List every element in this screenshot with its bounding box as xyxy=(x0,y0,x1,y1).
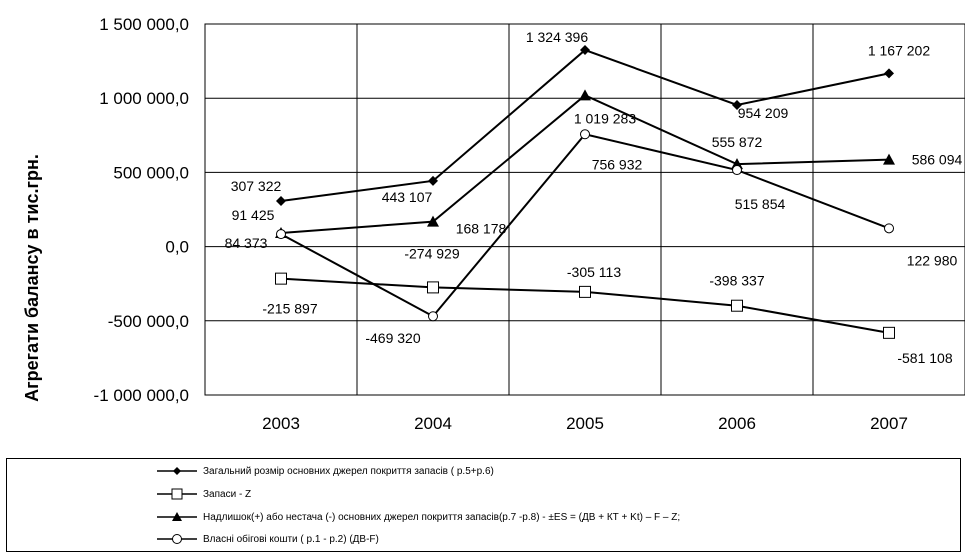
data-label: 555 872 xyxy=(712,134,763,150)
data-label: -274 929 xyxy=(404,245,459,261)
data-label: 586 094 xyxy=(912,152,963,168)
data-label: 1 019 283 xyxy=(574,110,636,126)
point-triangle xyxy=(579,89,591,101)
legend-label: Запаси - Z xyxy=(203,488,252,500)
legend-marker-open-square xyxy=(157,488,197,500)
data-label: 443 107 xyxy=(382,189,433,205)
data-label: 91 425 xyxy=(232,207,275,223)
data-label: -581 108 xyxy=(897,350,952,366)
point-diamond xyxy=(580,45,590,56)
legend-item-inventories: Запаси - Z xyxy=(157,484,251,504)
y-tick-label: 500 000,0 xyxy=(113,163,189,182)
x-tick-label: 2007 xyxy=(870,414,908,433)
point-triangle xyxy=(883,153,895,165)
point-square xyxy=(427,281,439,294)
y-tick-label: -500 000,0 xyxy=(108,312,189,331)
legend-item-surplus-deficit: Надлишок(+) або нестача (-) основних дже… xyxy=(157,507,680,527)
point-diamond xyxy=(732,99,742,110)
grid xyxy=(204,23,965,396)
data-label: 122 980 xyxy=(907,252,958,268)
point-triangle xyxy=(427,215,439,227)
point-circle xyxy=(732,165,742,176)
data-label: 168 178 xyxy=(456,221,507,237)
point-square xyxy=(731,299,743,312)
legend-marker-filled-diamond xyxy=(157,467,197,475)
data-label: 84 373 xyxy=(225,235,268,251)
point-circle xyxy=(428,311,438,322)
legend: Загальний розмір основних джерел покритт… xyxy=(6,458,961,552)
data-label: 515 854 xyxy=(735,196,786,212)
data-label: -398 337 xyxy=(709,273,764,289)
data-label: 954 209 xyxy=(738,105,789,121)
y-axis-ticks: 1 500 000,0 1 000 000,0 500 000,0 0,0 -500 0… xyxy=(94,15,189,405)
legend-label: Власні обігові кошти ( р.1 - р.2) (ДВ-F) xyxy=(203,533,379,545)
point-circle xyxy=(276,229,286,240)
legend-label: Загальний розмір основних джерел покритт… xyxy=(203,465,494,477)
point-diamond xyxy=(884,68,894,79)
series-group xyxy=(275,45,895,339)
point-square xyxy=(883,326,895,339)
plot-area xyxy=(204,23,965,396)
point-square xyxy=(275,272,287,285)
x-tick-label: 2004 xyxy=(414,414,452,433)
data-label: -305 113 xyxy=(567,264,621,280)
y-tick-label: 1 500 000,0 xyxy=(99,15,189,34)
data-label: -469 320 xyxy=(365,330,420,346)
data-label: 307 322 xyxy=(231,178,282,194)
data-label: 1 324 396 xyxy=(526,29,588,45)
legend-item-working-capital: Власні обігові кошти ( р.1 - р.2) (ДВ-F) xyxy=(157,529,379,549)
data-label: -215 897 xyxy=(262,301,317,317)
data-labels: 307 322 443 107 1 324 396 954 209 1 167 202 -… xyxy=(225,29,963,366)
legend-item-total-sources: Загальний розмір основних джерел покритт… xyxy=(157,461,494,481)
legend-label: Надлишок(+) або нестача (-) основних дже… xyxy=(203,511,681,523)
legend-marker-open-circle xyxy=(157,534,197,544)
point-square xyxy=(579,285,591,298)
chart: 1 500 000,0 1 000 000,0 500 000,0 0,0 -500 0… xyxy=(22,15,965,433)
y-tick-label: 1 000 000,0 xyxy=(99,89,189,108)
point-circle xyxy=(580,129,590,140)
y-tick-label: -1 000 000,0 xyxy=(94,386,189,405)
legend-marker-filled-triangle xyxy=(157,512,197,521)
x-tick-label: 2005 xyxy=(566,414,604,433)
point-diamond xyxy=(428,175,438,186)
y-tick-label: 0,0 xyxy=(165,238,189,257)
data-label: 1 167 202 xyxy=(868,42,930,58)
data-label: 756 932 xyxy=(592,156,643,172)
x-axis-ticks: 2003 2004 2005 2006 2007 xyxy=(262,414,908,433)
x-tick-label: 2003 xyxy=(262,414,300,433)
point-circle xyxy=(884,223,894,234)
y-axis-label: Агрегати балансу в тис.грн. xyxy=(22,154,42,402)
x-tick-label: 2006 xyxy=(718,414,756,433)
point-diamond xyxy=(276,195,286,206)
